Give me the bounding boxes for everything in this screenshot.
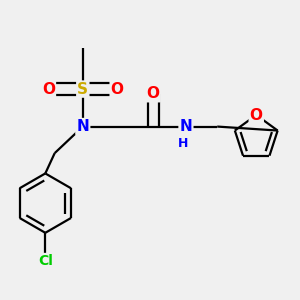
Text: O: O xyxy=(42,82,55,97)
Text: Cl: Cl xyxy=(38,254,53,268)
Text: O: O xyxy=(111,82,124,97)
Text: O: O xyxy=(250,107,263,122)
Text: S: S xyxy=(77,82,88,97)
Text: H: H xyxy=(178,137,188,150)
Text: N: N xyxy=(76,119,89,134)
Text: O: O xyxy=(147,86,160,101)
Text: N: N xyxy=(180,119,192,134)
